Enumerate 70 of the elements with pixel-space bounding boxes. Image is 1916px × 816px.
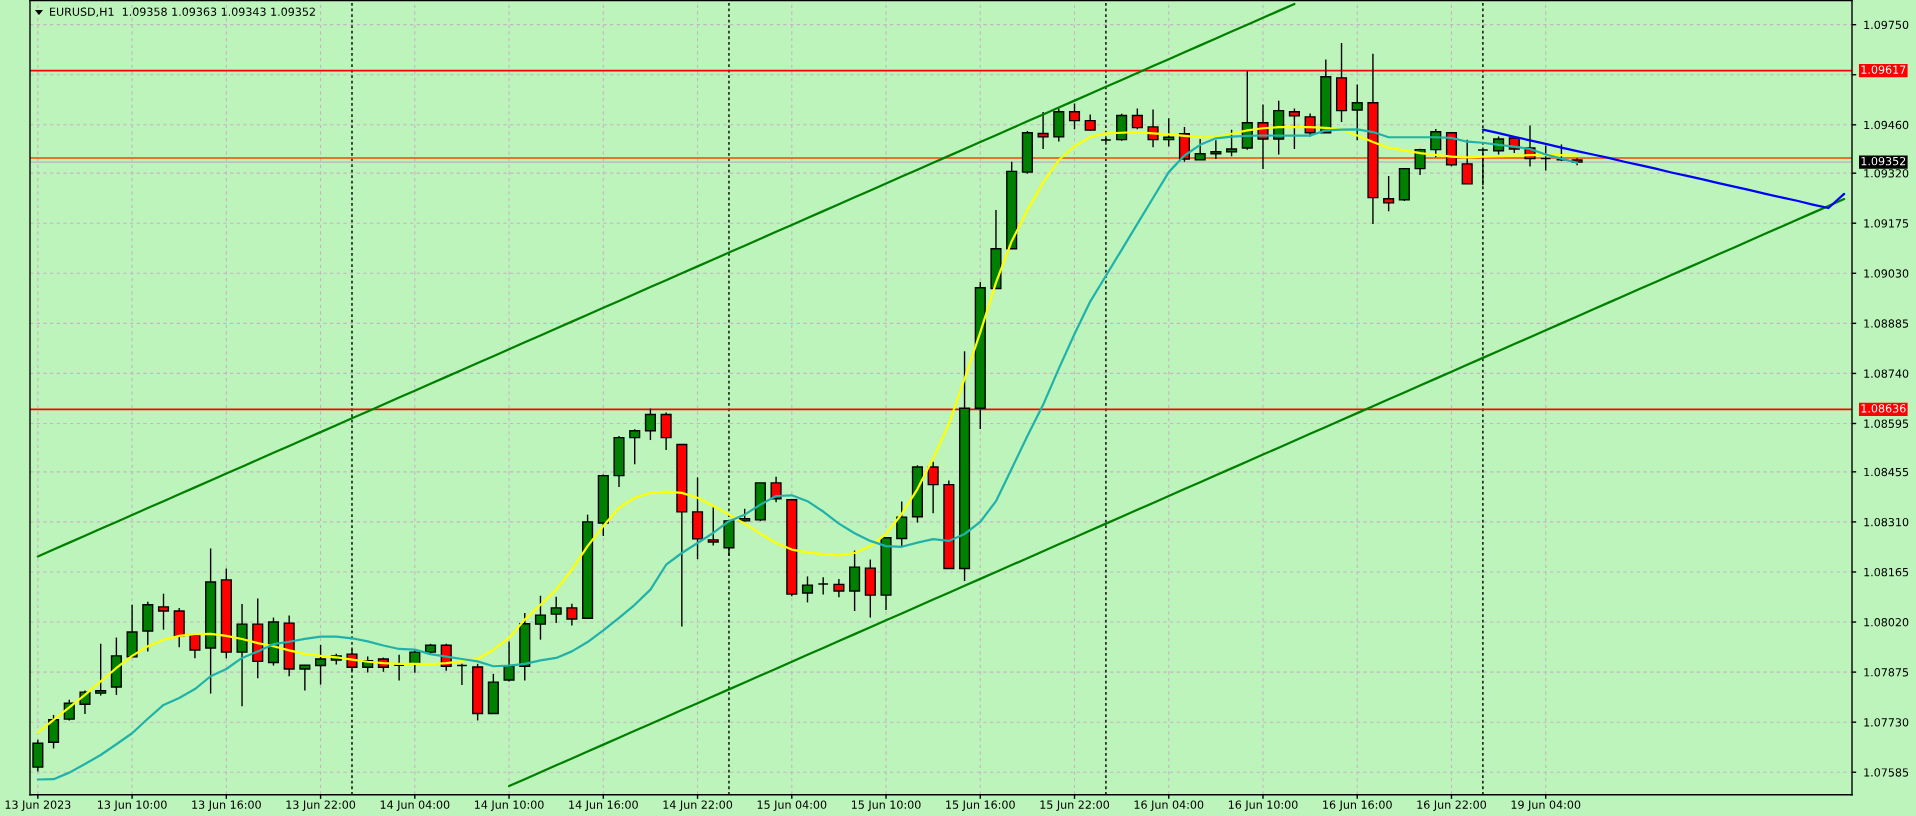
y-tick-label: 1.08020 (1864, 618, 1909, 627)
x-tick-label: 16 Jun 22:00 (1417, 800, 1487, 811)
candlestick (1037, 111, 1049, 150)
candlestick (157, 593, 170, 631)
candlestick (566, 603, 578, 627)
x-tick-label: 14 Jun 16:00 (569, 800, 638, 811)
candlestick (189, 634, 201, 659)
x-tick-label: 13 Jun 2023 (5, 800, 71, 811)
candlestick (299, 664, 311, 692)
y-tick-label: 1.08885 (1864, 319, 1909, 328)
candlestick (550, 596, 562, 624)
y-tick-label: 1.09750 (1864, 20, 1909, 30)
y-tick-label: 1.07875 (1864, 668, 1909, 677)
candlestick (1226, 128, 1238, 157)
y-tick-label: 1.07585 (1864, 768, 1909, 777)
candlestick (644, 407, 656, 441)
candlestick (660, 411, 672, 451)
x-tick-label: 13 Jun 22:00 (286, 800, 356, 811)
candlestick (1351, 83, 1363, 142)
y-tick-label: 1.08165 (1864, 567, 1909, 577)
candlestick (927, 461, 939, 514)
candlestick (707, 506, 719, 547)
x-tick-label: 16 Jun 16:00 (1323, 800, 1392, 811)
candlestick (393, 654, 405, 682)
line-series (1481, 128, 1846, 210)
y-tick-label: 1.09030 (1864, 269, 1909, 278)
candlestick (1540, 144, 1552, 172)
y-tick-label: 1.09175 (1864, 219, 1909, 228)
candlestick (1068, 102, 1081, 130)
line-series (36, 2, 1296, 558)
text: EURUSD,H1 1.09358 1.09363 1.09343 1.09352 (50, 7, 315, 18)
y-tick-label: 1.07730 (1864, 718, 1909, 727)
y-tick-label: 1.09460 (1864, 120, 1909, 130)
x-tick-label: 16 Jun 04:00 (1134, 800, 1204, 811)
candlestick (95, 643, 107, 697)
x-tick-label: 19 Jun 04:00 (1511, 800, 1581, 811)
x-tick-label: 15 Jun 04:00 (757, 800, 827, 811)
y-tick-label: 1.09320 (1864, 169, 1909, 178)
x-tick-label: 15 Jun 10:00 (851, 800, 921, 811)
candlestick (456, 663, 468, 686)
x-tick-label: 14 Jun 10:00 (474, 800, 544, 811)
candlestick (849, 549, 861, 612)
x-tick-label: 16 Jun 10:00 (1228, 800, 1298, 811)
candlestick (1131, 107, 1143, 130)
candlestick (801, 575, 814, 604)
x-tick-label: 15 Jun 22:00 (1040, 800, 1110, 811)
ref-line-label: 1.09617 (1861, 65, 1906, 74)
candlestick (503, 640, 515, 683)
candlestick (315, 644, 327, 686)
candlestick (1288, 107, 1300, 150)
candlestick (1383, 175, 1395, 212)
x-tick-label: 13 Jun 16:00 (192, 800, 261, 811)
candlestick (629, 428, 641, 465)
x-tick-label: 14 Jun 22:00 (663, 800, 733, 811)
y-tick-label: 1.08455 (1864, 467, 1909, 477)
x-tick-label: 14 Jun 04:00 (380, 800, 450, 811)
x-tick-label: 15 Jun 16:00 (946, 800, 1015, 811)
y-tick-label: 1.08310 (1864, 517, 1909, 527)
candlestick (1210, 139, 1222, 160)
candlestick (47, 714, 60, 750)
candlestick (896, 500, 908, 547)
y-tick-label: 1.08740 (1864, 369, 1909, 378)
ref-line-label: 1.08636 (1861, 404, 1906, 413)
candlestick (1461, 138, 1473, 185)
line-series (507, 197, 1846, 788)
candlestick (833, 578, 845, 598)
x-tick-label: 13 Jun 10:00 (98, 800, 167, 811)
candlestick (534, 595, 547, 641)
y-tick-label: 1.08595 (1864, 419, 1909, 428)
ref-line-label: 1.09352 (1861, 156, 1906, 166)
